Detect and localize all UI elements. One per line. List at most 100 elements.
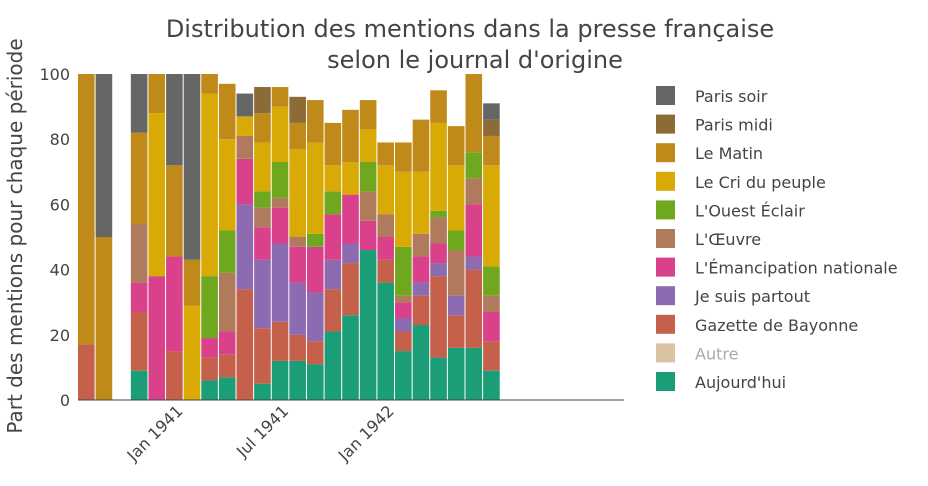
y-axis-label: Part des mentions pour chaque période <box>3 38 27 433</box>
bar-segment <box>395 246 412 296</box>
bar-segment <box>95 74 113 237</box>
bar-segment <box>271 207 289 244</box>
bar-segment <box>483 165 500 267</box>
legend-item[interactable]: Le Matin <box>656 143 763 163</box>
y-axis: 0 20 40 60 80 100 <box>39 65 70 410</box>
x-tick-label: Jan 1941 <box>123 401 187 465</box>
bar-segment <box>465 347 483 400</box>
bar-segment <box>483 370 500 400</box>
bar-segment <box>412 295 430 326</box>
legend-item[interactable]: L'Ouest Éclair <box>656 200 805 220</box>
bar-segment <box>342 162 359 195</box>
bar-segment <box>483 119 500 136</box>
bar-segment <box>183 74 201 260</box>
bar-segment <box>447 315 465 348</box>
bar-segment <box>447 165 465 231</box>
bar-segment <box>218 230 236 273</box>
legend-item[interactable]: Je suis partout <box>656 286 810 306</box>
bar-segment <box>218 331 236 355</box>
bar-segment <box>201 276 218 339</box>
bar-segment <box>395 331 412 352</box>
bar-segment <box>324 214 342 260</box>
bar-segment <box>359 162 377 192</box>
bar-segment <box>218 272 236 332</box>
bar-segment <box>271 243 289 322</box>
legend-label: Je suis partout <box>694 287 810 306</box>
legend-swatch <box>656 286 675 306</box>
bar-segment <box>306 100 324 143</box>
bar-segment <box>306 142 324 234</box>
y-tick-label: 20 <box>50 326 70 345</box>
bar-segment <box>254 383 271 400</box>
legend-swatch <box>656 372 675 391</box>
bar-segment <box>359 129 377 163</box>
bar-segment <box>201 93 218 277</box>
bar-segment <box>218 377 236 400</box>
bar-segment <box>342 243 359 264</box>
x-tick-label: Jul 1941 <box>232 401 292 461</box>
bar-segment <box>395 295 412 303</box>
bar-segment <box>271 162 289 198</box>
legend-swatch <box>656 314 675 334</box>
legend-item[interactable]: Aujourd'hui <box>656 372 786 392</box>
bar-segment <box>254 227 271 260</box>
bar-segment <box>324 289 342 332</box>
bar-segment <box>395 351 412 400</box>
bar-segment <box>483 266 500 296</box>
legend-swatch <box>656 114 675 134</box>
legend-label: L'Ouest Éclair <box>695 201 805 220</box>
bar-segment <box>183 305 201 400</box>
bar-segment <box>201 357 218 381</box>
bar-segment <box>201 74 218 94</box>
legend-swatch <box>656 200 675 220</box>
bar-segment <box>78 74 95 345</box>
chart-title: Distribution des mentions dans la presse… <box>166 15 774 74</box>
legend-item[interactable]: Le Cri du peuple <box>656 171 826 192</box>
bar-segment <box>236 93 254 117</box>
legend[interactable]: Paris soir Paris midi Le Matin Le Cri du pe… <box>656 86 898 392</box>
bar-segment <box>289 282 306 335</box>
bar-segment <box>412 256 430 283</box>
legend-label: Aujourd'hui <box>695 373 786 392</box>
bar-segment <box>289 96 306 123</box>
bar-segment <box>447 126 465 166</box>
bar-segment <box>483 103 500 120</box>
bar-segment <box>359 191 377 221</box>
bar-segment <box>395 171 412 247</box>
bar-segment <box>447 250 465 296</box>
bar-segment <box>412 325 430 400</box>
bar-segment <box>395 302 412 319</box>
legend-item[interactable]: Autre <box>656 343 738 363</box>
bar-segment <box>254 207 271 228</box>
legend-label: Paris midi <box>695 116 773 135</box>
bar-segment <box>412 233 430 257</box>
bar-segment <box>271 321 289 361</box>
bar-segment <box>483 341 500 371</box>
bar-segment <box>271 360 289 400</box>
bar-segment <box>377 259 395 283</box>
legend-item[interactable]: L'Émancipation nationale <box>656 257 898 278</box>
legend-item[interactable]: L'Œuvre <box>656 229 761 249</box>
bar-segment <box>306 246 324 293</box>
bar-segment <box>359 100 377 130</box>
bar-segment <box>412 119 430 172</box>
legend-item[interactable]: Paris soir <box>656 86 768 106</box>
bar-segment <box>306 341 324 365</box>
bar-segment <box>359 220 377 251</box>
bar-segment <box>166 74 183 166</box>
bar-segment <box>324 122 342 166</box>
legend-item[interactable]: Paris midi <box>656 114 773 135</box>
bar-segment <box>324 191 342 215</box>
y-tick-label: 80 <box>50 130 70 149</box>
bar-segment <box>377 165 395 215</box>
bar-segment <box>377 214 395 237</box>
y-tick-label: 60 <box>50 195 70 214</box>
legend-item[interactable]: Gazette de Bayonne <box>656 314 858 335</box>
y-tick-label: 0 <box>60 391 70 410</box>
bar-segment <box>236 135 254 159</box>
legend-swatch <box>656 143 675 163</box>
y-tick-label: 40 <box>50 261 70 280</box>
bar-segment <box>271 106 289 163</box>
bar-segment <box>483 295 500 312</box>
bar-segment <box>395 142 412 172</box>
